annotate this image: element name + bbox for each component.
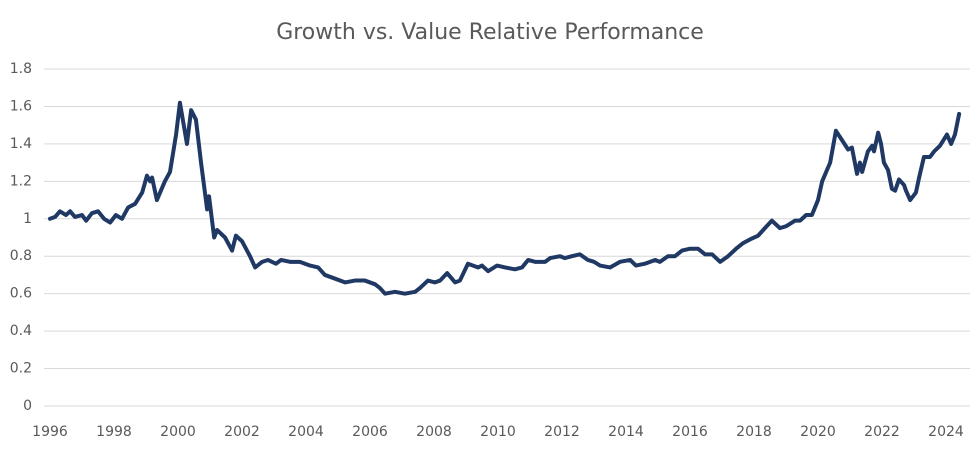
y-tick-label: 1: [23, 211, 32, 227]
x-tick-label: 2014: [608, 424, 644, 440]
x-tick-label: 2022: [864, 424, 900, 440]
x-tick-label: 2004: [288, 424, 324, 440]
chart-title: Growth vs. Value Relative Performance: [276, 20, 704, 45]
x-tick-label: 2006: [352, 424, 388, 440]
data-line: [48, 100, 962, 296]
y-tick-label: 1.2: [10, 173, 32, 189]
y-tick-label: 0.2: [10, 361, 32, 377]
x-tick-label: 2024: [928, 424, 964, 440]
x-tick-label: 1996: [32, 424, 68, 440]
y-tick-label: 0.6: [10, 286, 32, 302]
y-tick-label: 1.8: [10, 61, 32, 77]
x-tick-label: 2016: [672, 424, 708, 440]
x-tick-label: 2008: [416, 424, 452, 440]
x-tick-label: 2020: [800, 424, 836, 440]
y-tick-label: 1.6: [10, 98, 32, 114]
y-tick-label: 1.4: [10, 136, 32, 152]
x-tick-label: 2012: [544, 424, 580, 440]
x-tick-label: 2002: [224, 424, 260, 440]
x-tick-label: 2000: [160, 424, 196, 440]
y-tick-label: 0: [23, 398, 32, 414]
x-tick-label: 2018: [736, 424, 772, 440]
y-tick-label: 0.4: [10, 323, 32, 339]
x-tick-label: 2010: [480, 424, 516, 440]
x-tick-label: 1998: [96, 424, 132, 440]
y-tick-label: 0.8: [10, 248, 32, 264]
